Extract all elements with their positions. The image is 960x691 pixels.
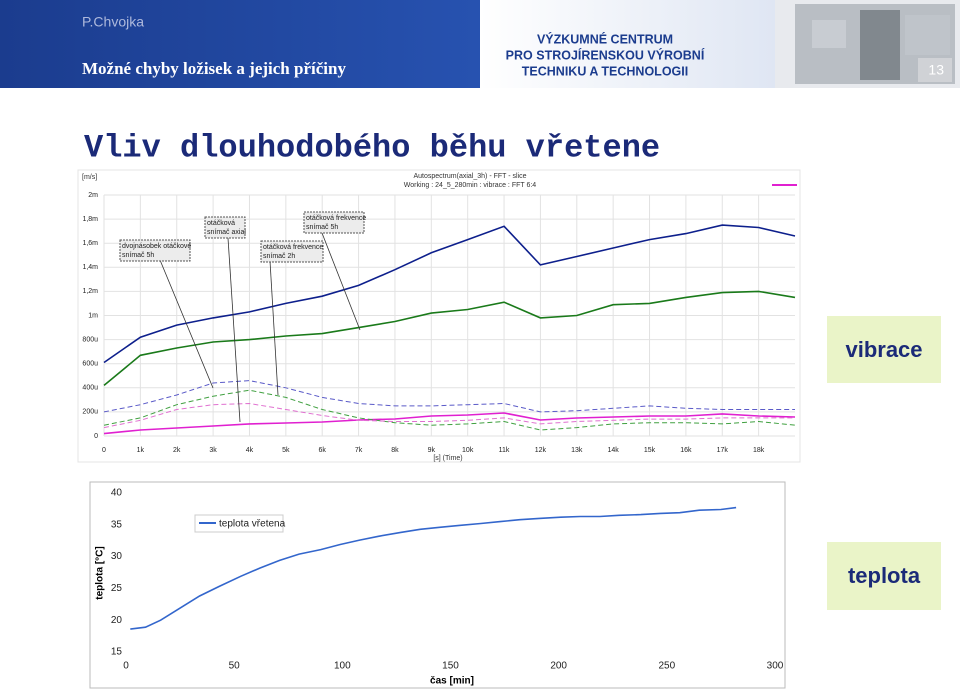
header-center — [480, 0, 775, 88]
header-band — [0, 0, 480, 88]
x-tick-label: 4k — [246, 447, 254, 454]
slide-title: Vliv dlouhodobého běhu vřetene — [84, 129, 660, 166]
x-tick-label: 15k — [644, 447, 656, 454]
y-tick-label: 0 — [94, 433, 98, 440]
x-tick-label: 300 — [767, 661, 784, 672]
series-line — [103, 402, 795, 429]
y-tick-label: 800u — [82, 336, 98, 343]
photo-detail — [812, 20, 846, 48]
x-tick-label: 8k — [391, 447, 399, 454]
annotation-text: otáčková — [207, 220, 235, 227]
y-tick-label: 40 — [111, 488, 123, 499]
series-line — [103, 389, 796, 431]
x-tick-label: 6k — [319, 447, 327, 454]
legend-label: teplota vřetena — [219, 519, 286, 530]
y-tick-label: 2m — [88, 192, 98, 199]
x-tick-label: 17k — [717, 447, 729, 454]
annotation-text: otáčková frekvence — [263, 244, 323, 251]
side-label: vibrace — [845, 337, 922, 362]
x-axis-title: [s] (Time) — [433, 455, 462, 462]
x-tick-label: 0 — [102, 447, 106, 454]
y-tick-label: 600u — [82, 361, 98, 368]
y-tick-label: 1,4m — [82, 264, 98, 271]
annotation-box — [260, 240, 324, 263]
x-tick-label: 16k — [680, 447, 692, 454]
annotation-text: otáčková frekvence — [306, 215, 366, 222]
y-tick-label: 15 — [111, 647, 123, 658]
series-line — [130, 506, 737, 630]
x-tick-label: 2k — [173, 447, 181, 454]
annotation-leader — [269, 260, 279, 396]
page-number: 13 — [928, 62, 944, 78]
x-tick-label: 150 — [442, 661, 459, 672]
annotation-box — [303, 211, 365, 234]
series-line — [103, 224, 796, 364]
annotation-leader — [321, 232, 361, 331]
label-box — [827, 542, 941, 610]
series-line — [103, 380, 795, 413]
x-tick-label: 14k — [608, 447, 620, 454]
x-tick-label: 200 — [550, 661, 567, 672]
annotation-box — [204, 216, 246, 239]
x-tick-label: 9k — [428, 447, 436, 454]
annotation-text: dvojnásobek otáčkové — [122, 243, 191, 250]
y-tick-label: 1,6m — [82, 240, 98, 247]
annotation-leader — [159, 259, 214, 389]
institute-line: TECHNIKU A TECHNOLOGII — [522, 64, 688, 78]
chart-subtitle: Working : 24_5_280min : vibrace : FFT 6:… — [404, 182, 537, 189]
annotation-box — [119, 239, 191, 262]
x-tick-label: 3k — [209, 447, 217, 454]
y-tick-label: 1,8m — [82, 216, 98, 223]
x-tick-label: 0 — [123, 661, 129, 672]
y-tick-label: 30 — [111, 551, 123, 562]
x-tick-label: 12k — [535, 447, 547, 454]
x-tick-label: 100 — [334, 661, 351, 672]
y-tick-label: 1,2m — [82, 288, 98, 295]
y-axis-title: teplota [°C] — [95, 546, 106, 599]
x-tick-label: 5k — [282, 447, 290, 454]
x-tick-label: 250 — [658, 661, 675, 672]
chart-title: Autospectrum(axial_3h) - FFT - slice — [413, 173, 526, 180]
x-tick-label: 18k — [753, 447, 765, 454]
institute-line: PRO STROJÍRENSKOU VÝROBNÍ — [506, 47, 705, 62]
legend-box — [194, 514, 284, 533]
x-tick-label: 13k — [571, 447, 583, 454]
x-tick-label: 50 — [229, 661, 241, 672]
annotation-text: snímač 2h — [263, 253, 295, 260]
series-line — [103, 290, 796, 387]
y-axis-title: [m/s] — [82, 174, 97, 181]
x-tick-label: 1k — [137, 447, 145, 454]
photo-detail — [905, 15, 950, 55]
annotation-text: snímač axial — [207, 229, 246, 236]
page-number-box — [918, 58, 952, 82]
y-tick-label: 1m — [88, 312, 98, 319]
subtitle: Možné chyby ložisek a jejich příčiny — [82, 59, 346, 78]
series-line — [103, 412, 796, 435]
y-tick-label: 400u — [82, 385, 98, 392]
annotation-text: snímač 5h — [306, 224, 338, 231]
label-box — [827, 316, 941, 383]
x-tick-label: 10k — [462, 447, 474, 454]
author: P.Chvojka — [82, 14, 144, 30]
x-tick-label: 7k — [355, 447, 363, 454]
x-tick-label: 11k — [499, 447, 510, 454]
annotation-text: snímač 5h — [122, 252, 154, 259]
y-tick-label: 20 — [111, 615, 123, 626]
x-axis-title: čas [min] — [430, 676, 474, 687]
photo-detail — [860, 10, 900, 80]
y-tick-label: 25 — [111, 583, 123, 594]
y-tick-label: 35 — [111, 519, 123, 530]
institute-line: VÝZKUMNÉ CENTRUM — [537, 31, 673, 46]
y-tick-label: 200u — [82, 409, 98, 416]
side-label: teplota — [848, 563, 921, 588]
annotation-leader — [227, 237, 241, 423]
